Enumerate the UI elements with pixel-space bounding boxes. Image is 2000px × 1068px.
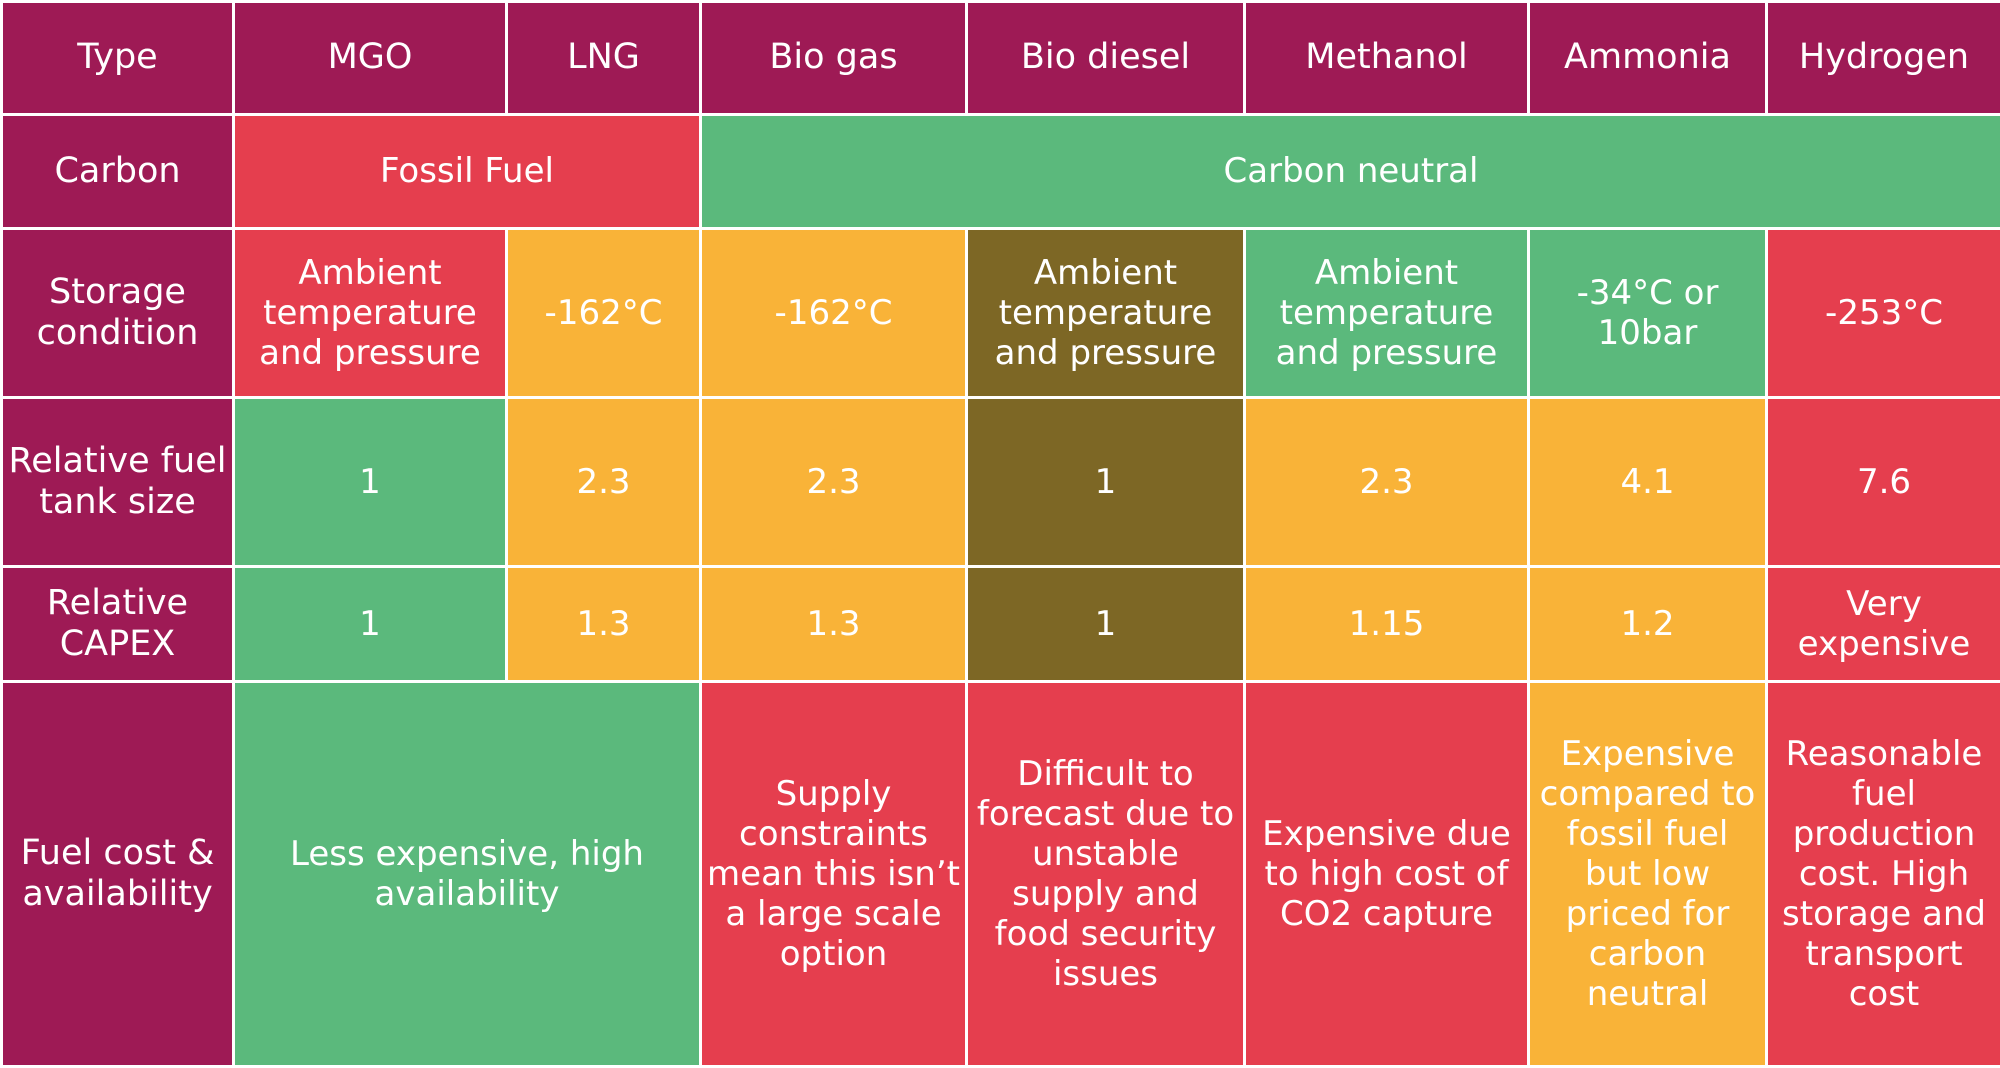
cell-capex-lng: 1.3 <box>507 567 701 682</box>
column-header-lng: LNG <box>507 2 701 115</box>
cell-storage-mgo: Ambient temperature and pressure <box>234 229 507 398</box>
cell-tank-bio-diesel: 1 <box>967 398 1245 567</box>
row-storage-condition: Storage condition Ambient temperature an… <box>2 229 2000 398</box>
cell-tank-hydrogen: 7.6 <box>1767 398 2000 567</box>
cell-storage-bio-gas: -162°C <box>701 229 967 398</box>
row-carbon: Carbon Fossil Fuel Carbon neutral <box>2 115 2000 229</box>
column-header-bio-gas: Bio gas <box>701 2 967 115</box>
row-relative-capex: Relative CAPEX 1 1.3 1.3 1 1.15 1.2 Very… <box>2 567 2000 682</box>
row-header-storage-condition: Storage condition <box>2 229 234 398</box>
cell-capex-bio-gas: 1.3 <box>701 567 967 682</box>
cell-tank-methanol: 2.3 <box>1245 398 1529 567</box>
cell-capex-mgo: 1 <box>234 567 507 682</box>
cell-storage-bio-diesel: Ambient temperature and pressure <box>967 229 1245 398</box>
column-header-methanol: Methanol <box>1245 2 1529 115</box>
row-fuel-cost-availability: Fuel cost & availability Less expensive,… <box>2 682 2000 1067</box>
cell-storage-methanol: Ambient temperature and pressure <box>1245 229 1529 398</box>
cell-capex-methanol: 1.15 <box>1245 567 1529 682</box>
column-header-mgo: MGO <box>234 2 507 115</box>
cell-tank-lng: 2.3 <box>507 398 701 567</box>
column-header-ammonia: Ammonia <box>1529 2 1767 115</box>
column-header-type: Type <box>2 2 234 115</box>
cell-cost-bio-gas: Supply constraints mean this isn’t a lar… <box>701 682 967 1067</box>
column-header-bio-diesel: Bio diesel <box>967 2 1245 115</box>
row-relative-fuel-tank-size: Relative fuel tank size 1 2.3 2.3 1 2.3 … <box>2 398 2000 567</box>
cell-storage-ammonia: -34°C or 10bar <box>1529 229 1767 398</box>
cell-capex-hydrogen: Very expensive <box>1767 567 2000 682</box>
cell-cost-mgo-lng: Less expensive, high availability <box>234 682 701 1067</box>
cell-carbon-neutral: Carbon neutral <box>701 115 2000 229</box>
row-header-carbon: Carbon <box>2 115 234 229</box>
row-header-fuel-cost-availability: Fuel cost & availability <box>2 682 234 1067</box>
cell-cost-methanol: Expensive due to high cost of CO2 captur… <box>1245 682 1529 1067</box>
cell-carbon-fossil-fuel: Fossil Fuel <box>234 115 701 229</box>
cell-tank-bio-gas: 2.3 <box>701 398 967 567</box>
header-row: Type MGO LNG Bio gas Bio diesel Methanol… <box>2 2 2000 115</box>
cell-cost-hydrogen: Reasonable fuel production cost. High st… <box>1767 682 2000 1067</box>
cell-capex-ammonia: 1.2 <box>1529 567 1767 682</box>
cell-cost-bio-diesel: Difficult to forecast due to unstable su… <box>967 682 1245 1067</box>
column-header-hydrogen: Hydrogen <box>1767 2 2000 115</box>
cell-storage-lng: -162°C <box>507 229 701 398</box>
cell-capex-bio-diesel: 1 <box>967 567 1245 682</box>
cell-tank-ammonia: 4.1 <box>1529 398 1767 567</box>
cell-tank-mgo: 1 <box>234 398 507 567</box>
row-header-relative-capex: Relative CAPEX <box>2 567 234 682</box>
cell-cost-ammonia: Expensive compared to fossil fuel but lo… <box>1529 682 1767 1067</box>
row-header-relative-fuel-tank-size: Relative fuel tank size <box>2 398 234 567</box>
cell-storage-hydrogen: -253°C <box>1767 229 2000 398</box>
